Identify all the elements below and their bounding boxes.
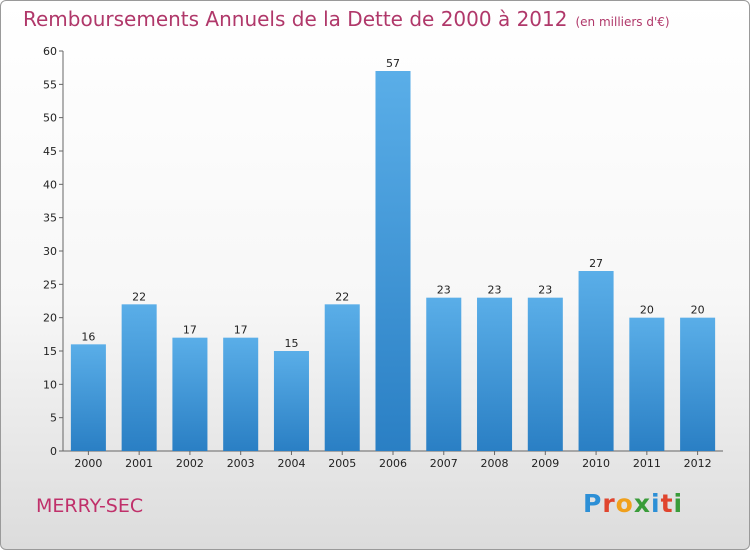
bar xyxy=(477,297,513,451)
bar xyxy=(527,297,563,451)
logo-letter: r xyxy=(602,489,616,518)
data-label: 22 xyxy=(335,290,349,303)
logo-letter: o xyxy=(615,489,634,518)
x-tick-label: 2011 xyxy=(633,457,661,470)
y-tick-label: 30 xyxy=(43,245,57,258)
x-tick-label: 2010 xyxy=(582,457,610,470)
y-tick-label: 45 xyxy=(43,145,57,158)
x-tick-label: 2003 xyxy=(227,457,255,470)
x-tick-label: 2007 xyxy=(430,457,458,470)
data-label: 17 xyxy=(183,324,197,337)
proxiti-logo: Proxiti xyxy=(583,489,683,518)
data-label: 57 xyxy=(386,57,400,70)
data-label: 22 xyxy=(132,290,146,303)
data-label: 23 xyxy=(538,284,552,297)
logo-letter: i xyxy=(673,489,684,518)
x-tick-label: 2002 xyxy=(176,457,204,470)
x-tick-label: 2001 xyxy=(125,457,153,470)
bars xyxy=(70,71,716,451)
y-tick-label: 25 xyxy=(43,278,57,291)
data-label: 20 xyxy=(691,304,705,317)
bar xyxy=(172,337,208,451)
data-label: 15 xyxy=(284,337,298,350)
y-tick-label: 60 xyxy=(43,45,57,58)
bar xyxy=(70,344,106,451)
chart-subtitle: (en milliers d'€) xyxy=(575,15,670,29)
bar xyxy=(273,351,309,451)
data-label: 17 xyxy=(234,324,248,337)
bar xyxy=(223,337,259,451)
bar xyxy=(629,317,665,451)
bar xyxy=(578,271,614,451)
chart-title-text: Remboursements Annuels de la Dette de 20… xyxy=(23,7,568,31)
chart-title: Remboursements Annuels de la Dette de 20… xyxy=(23,7,670,31)
y-tick-label: 40 xyxy=(43,178,57,191)
y-tick-label: 55 xyxy=(43,78,57,91)
bar xyxy=(121,304,157,451)
y-tick-label: 15 xyxy=(43,345,57,358)
y-tick-label: 0 xyxy=(50,445,57,458)
x-tick-label: 2006 xyxy=(379,457,407,470)
bar xyxy=(375,71,411,451)
y-tick-label: 5 xyxy=(50,412,57,425)
x-tick-label: 2004 xyxy=(277,457,305,470)
data-label: 27 xyxy=(589,257,603,270)
x-tick-label: 2008 xyxy=(481,457,509,470)
data-label: 16 xyxy=(81,330,95,343)
commune-name: MERRY-SEC xyxy=(36,495,144,517)
y-tick-label: 50 xyxy=(43,112,57,125)
x-tick-label: 2012 xyxy=(684,457,712,470)
bar xyxy=(680,317,716,451)
logo-letter: i xyxy=(651,489,661,518)
data-label: 23 xyxy=(437,284,451,297)
y-axis: 0 5 10 15 20 25 30 35 40 45 50 55 60 xyxy=(43,45,64,458)
logo-letter: x xyxy=(633,489,651,518)
x-axis: 2000 2001 2002 2003 2004 2005 2006 2007 2008 2009… xyxy=(63,450,723,470)
logo-letter: P xyxy=(583,489,603,518)
logo-letter: t xyxy=(660,489,674,518)
x-tick-label: 2009 xyxy=(531,457,559,470)
data-label: 23 xyxy=(488,284,502,297)
y-tick-label: 35 xyxy=(43,212,57,225)
data-labels: 16 22 17 17 15 22 57 23 23 23 27 20 20 xyxy=(81,57,704,350)
data-label: 20 xyxy=(640,304,654,317)
y-tick-label: 20 xyxy=(43,312,57,325)
bar xyxy=(426,297,462,451)
y-tick-label: 10 xyxy=(43,378,57,391)
x-tick-label: 2005 xyxy=(328,457,356,470)
bar xyxy=(324,304,360,451)
x-tick-label: 2000 xyxy=(74,457,102,470)
